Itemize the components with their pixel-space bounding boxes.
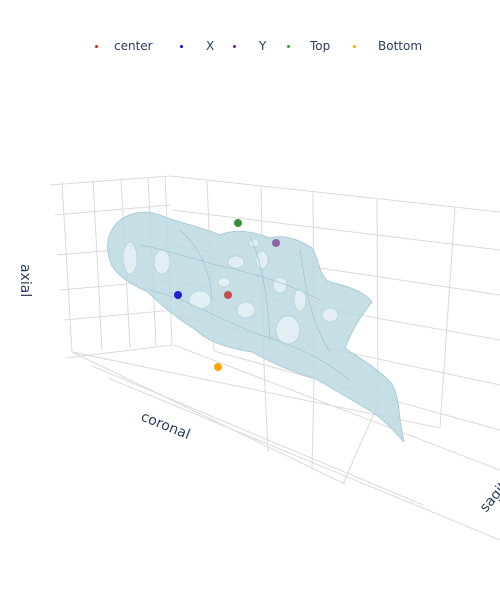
legend-label-y: Y: [259, 39, 267, 53]
axis-title-sagittal: sagittal: [477, 465, 500, 515]
legend-label-top: Top: [310, 39, 331, 53]
legend-marker-icon: [180, 44, 183, 48]
legend-item-center[interactable]: center: [95, 36, 153, 56]
axis-title-axial: axial: [17, 264, 33, 297]
legend-item-x[interactable]: X: [180, 36, 214, 56]
legend: center X Y Top Bottom: [0, 36, 500, 56]
legend-label-bottom: Bottom: [378, 39, 423, 53]
legend-item-y[interactable]: Y: [233, 36, 266, 56]
legend-item-top[interactable]: Top: [287, 36, 330, 56]
legend-marker-icon: [287, 44, 290, 48]
point-y[interactable]: [272, 239, 280, 247]
legend-item-bottom[interactable]: Bottom: [353, 36, 422, 56]
point-center[interactable]: [224, 291, 232, 299]
point-top[interactable]: [234, 219, 242, 227]
series-points: [174, 219, 280, 371]
anatomy-surface: [107, 211, 405, 443]
axis-title-coronal: coronal: [139, 409, 193, 443]
legend-marker-icon: [353, 44, 356, 48]
legend-label-center: center: [114, 39, 153, 53]
point-x[interactable]: [174, 291, 182, 299]
legend-label-x: X: [206, 39, 215, 53]
legend-marker-icon: [233, 44, 236, 48]
legend-marker-icon: [95, 44, 98, 48]
point-bottom[interactable]: [214, 363, 222, 371]
